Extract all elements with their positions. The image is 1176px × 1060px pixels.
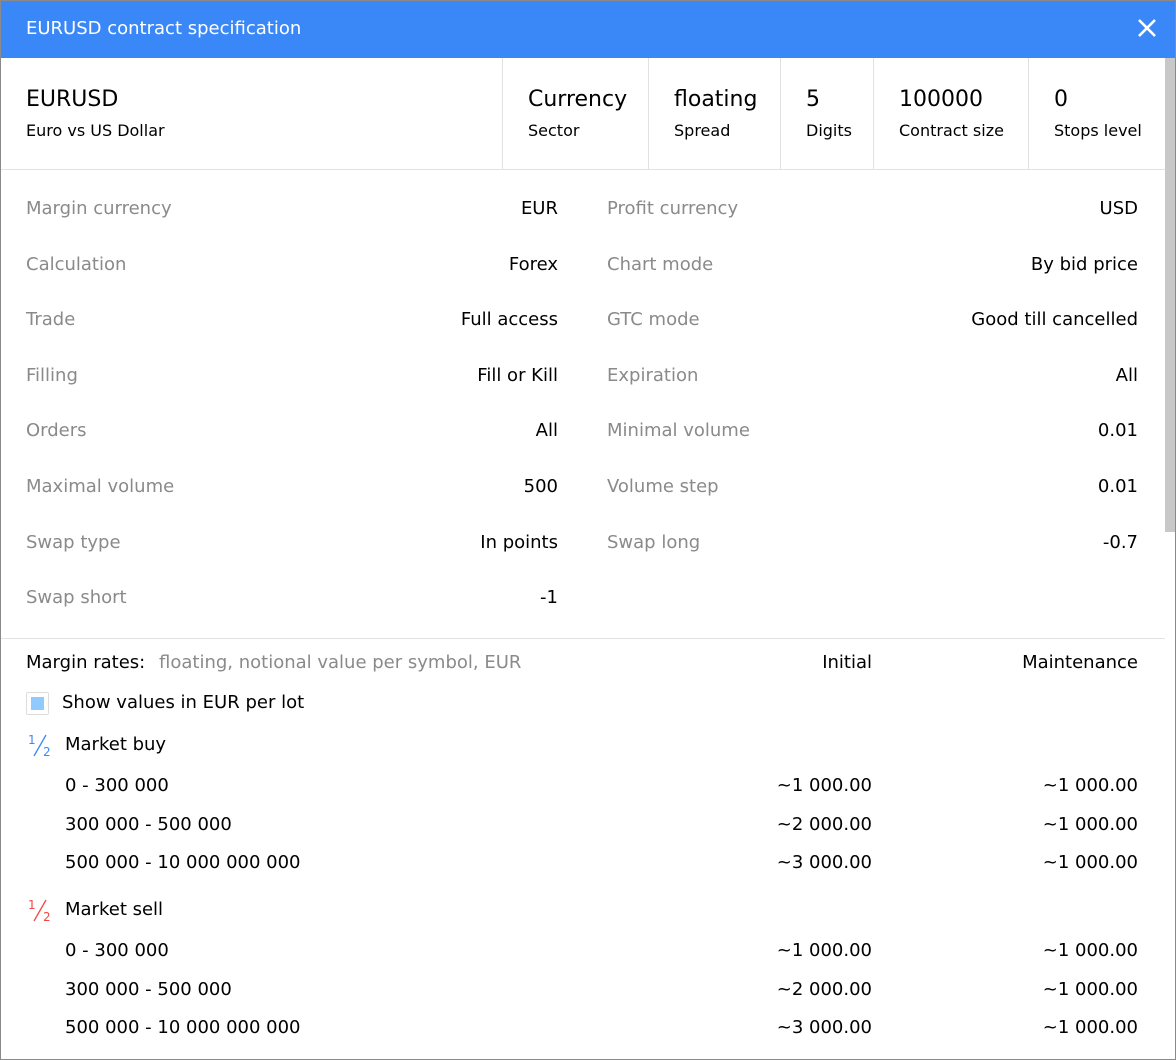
volume-range: 300 000 - 500 000 (65, 978, 232, 1000)
property-value: All (1115, 364, 1138, 386)
volume-range: 0 - 300 000 (65, 940, 169, 961)
property-value: Good till cancelled (971, 309, 1138, 331)
property-label: Calculation (26, 253, 127, 275)
property-label: Swap type (26, 531, 121, 553)
svg-text:1: 1 (28, 733, 36, 747)
property-value: USD (1099, 198, 1138, 219)
symbol-header: EURUSD Euro vs US Dollar Currency Sector f… (1, 58, 1165, 170)
close-icon[interactable] (1136, 17, 1158, 39)
property-value: -1 (540, 587, 558, 609)
margin-rates-label: Margin rates: (26, 652, 146, 673)
maintenance-margin: ~1 000.00 (1042, 775, 1138, 796)
maintenance-margin: ~1 000.00 (1042, 978, 1138, 1000)
property-label: GTC mode (607, 309, 700, 331)
title-bar: EURUSD contract specification (1, 1, 1175, 58)
property-label: Swap short (26, 587, 127, 609)
show-values-label[interactable]: Show values in EUR per lot (62, 692, 305, 713)
property-label: Filling (26, 364, 78, 386)
property-value: 0.01 (1097, 420, 1138, 442)
maintenance-margin: ~1 000.00 (1042, 813, 1138, 835)
sector-label: Sector (528, 121, 580, 140)
initial-margin: ~2 000.00 (776, 978, 872, 1000)
maintenance-margin: ~1 000.00 (1042, 940, 1138, 961)
initial-margin: ~2 000.00 (776, 813, 872, 835)
initial-margin: ~3 000.00 (776, 1017, 872, 1039)
initial-margin: ~1 000.00 (776, 940, 872, 961)
symbol-description: Euro vs US Dollar (26, 121, 165, 140)
maintenance-margin: ~1 000.00 (1042, 1017, 1138, 1039)
digits-label: Digits (806, 121, 852, 140)
property-label: Chart mode (607, 253, 714, 275)
contract-size-label: Contract size (899, 121, 1004, 140)
property-value: -0.7 (1102, 531, 1138, 553)
initial-margin: ~1 000.00 (776, 775, 872, 796)
property-label: Volume step (607, 476, 719, 497)
property-label: Maximal volume (26, 476, 175, 497)
property-value: By bid price (1030, 253, 1138, 275)
initial-margin: ~3 000.00 (776, 852, 872, 874)
header-sector: Currency Sector (502, 58, 648, 169)
property-label: Swap long (607, 531, 701, 553)
header-symbol: EURUSD Euro vs US Dollar (1, 58, 502, 169)
show-values-checkbox[interactable] (26, 692, 49, 715)
column-maintenance: Maintenance (1022, 652, 1138, 673)
property-value: Fill or Kill (477, 364, 558, 386)
svg-text:2: 2 (43, 745, 51, 758)
volume-range: 0 - 300 000 (65, 775, 169, 796)
header-spread: floating Spread (648, 58, 780, 169)
spread-label: Spread (674, 121, 731, 140)
volume-range: 500 000 - 10 000 000 000 (65, 1017, 301, 1039)
digits-value: 5 (806, 87, 820, 112)
divider (1, 638, 1165, 639)
property-value: 500 (523, 476, 558, 497)
margin-group-name: Market sell (65, 899, 164, 920)
svg-text:2: 2 (43, 910, 51, 923)
property-value: All (535, 420, 558, 442)
svg-text:1: 1 (28, 898, 36, 912)
contract-size-value: 100000 (899, 87, 983, 112)
property-value: 0.01 (1097, 476, 1138, 497)
column-initial: Initial (822, 652, 872, 673)
sector-value: Currency (528, 87, 628, 112)
checkbox-mark (31, 697, 44, 710)
volume-range: 300 000 - 500 000 (65, 813, 232, 835)
property-value: In points (480, 531, 558, 553)
stops-level-label: Stops level (1054, 121, 1142, 140)
spread-value: floating (674, 87, 758, 112)
property-label: Margin currency (26, 198, 172, 219)
property-value: EUR (520, 198, 558, 219)
stops-level-value: 0 (1054, 87, 1068, 112)
maintenance-margin: ~1 000.00 (1042, 852, 1138, 874)
margin-group-name: Market buy (65, 734, 167, 755)
volume-range: 500 000 - 10 000 000 000 (65, 852, 301, 874)
margin-rates-description: floating, notional value per symbol, EUR (159, 652, 522, 673)
fraction-icon: 12 (28, 733, 51, 758)
property-value: Forex (508, 253, 558, 275)
property-label: Orders (26, 420, 87, 442)
property-label: Profit currency (607, 198, 739, 219)
scrollbar[interactable] (1165, 58, 1175, 532)
property-label: Expiration (607, 364, 699, 386)
header-stops-level: 0 Stops level (1028, 58, 1165, 169)
window-title: EURUSD contract specification (26, 18, 302, 39)
property-label: Minimal volume (607, 420, 750, 442)
property-label: Trade (26, 309, 76, 331)
header-contract-size: 100000 Contract size (873, 58, 1028, 169)
symbol-name: EURUSD (26, 87, 119, 112)
property-value: Full access (460, 309, 558, 331)
header-digits: 5 Digits (780, 58, 873, 169)
fraction-icon: 12 (28, 898, 51, 923)
